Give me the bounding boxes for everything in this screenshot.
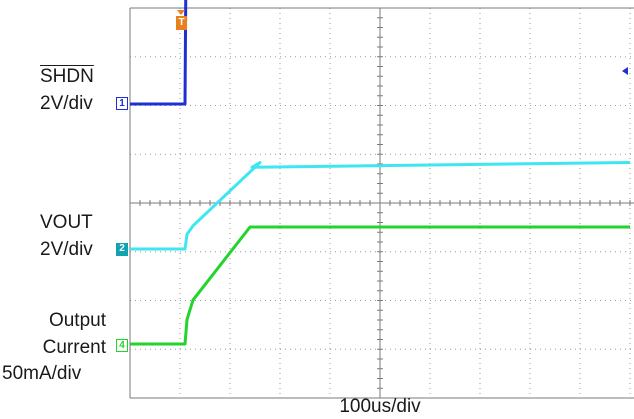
ch4-name-line2: Current bbox=[42, 337, 106, 358]
trace-ch2 bbox=[130, 161, 631, 251]
trigger-arrow-icon bbox=[177, 10, 185, 15]
ch1-scale: 2V/div bbox=[40, 93, 93, 114]
trigger-marker: T bbox=[176, 10, 187, 32]
trace-ch1 bbox=[130, 0, 188, 106]
ch4-scale: 50mA/div bbox=[2, 363, 82, 384]
timebase-label: 100us/div bbox=[339, 396, 421, 417]
traces bbox=[130, 0, 631, 346]
ch2-scale: 2V/div bbox=[40, 239, 93, 260]
trace-ch4 bbox=[130, 225, 630, 346]
ch1-offscreen-arrow-icon bbox=[622, 67, 628, 75]
ch1-name-text: SHDN bbox=[40, 66, 94, 87]
ch1-marker: 1 bbox=[116, 97, 128, 110]
ch4-name-line1: Output bbox=[48, 310, 106, 331]
ch2-name: VOUT bbox=[40, 212, 93, 233]
graticule bbox=[129, 7, 634, 399]
ch2-marker: 2 bbox=[116, 243, 128, 256]
ch1-name: SHDN bbox=[40, 66, 94, 88]
ch4-marker: 4 bbox=[116, 339, 128, 352]
trigger-label: T bbox=[176, 16, 187, 30]
